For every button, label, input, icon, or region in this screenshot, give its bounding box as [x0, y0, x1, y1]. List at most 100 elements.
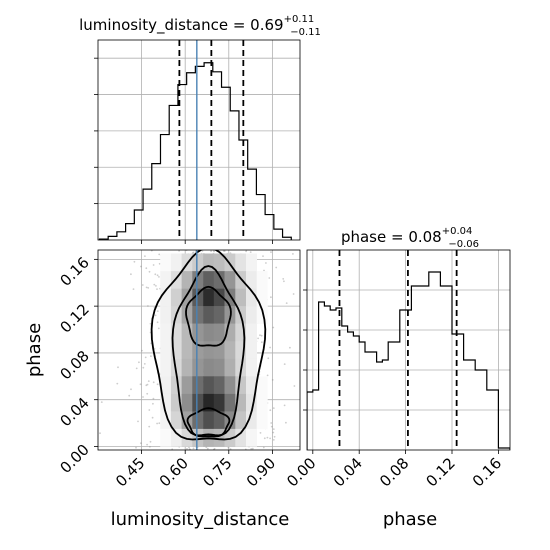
density-cell	[203, 358, 215, 377]
density-cell	[246, 306, 257, 324]
density-cell	[246, 253, 257, 272]
density-cell	[170, 393, 182, 412]
density-scatter-point	[188, 448, 191, 450]
density-cells	[160, 253, 268, 447]
density-xtick-label-3: 0.90	[243, 454, 279, 490]
density-scatter-point	[268, 277, 271, 279]
density-scatter-point	[153, 283, 156, 286]
density-cell	[213, 288, 225, 307]
density-cell	[181, 323, 193, 342]
density-cell	[235, 393, 247, 412]
density-cell	[256, 306, 268, 324]
density-scatter-point	[272, 428, 275, 430]
density-scatter-point	[147, 380, 150, 382]
density-scatter-point	[272, 431, 275, 434]
density-scatter-point	[135, 367, 138, 370]
density-scatter-point	[149, 445, 151, 448]
density-cell	[181, 271, 193, 289]
density-cell	[203, 306, 215, 324]
density-cell	[170, 376, 182, 395]
density-cell	[181, 358, 193, 377]
density-scatter-point	[133, 260, 136, 263]
density-contour-inner-bottom	[186, 407, 231, 438]
density-scatter-point	[206, 447, 209, 450]
density-scatter-point	[273, 435, 276, 438]
density-scatter-point	[146, 443, 149, 446]
density-scatter-point	[229, 448, 232, 450]
density-cell	[235, 253, 247, 272]
density-scatter-point	[293, 385, 296, 387]
title-sub: −0.11	[290, 27, 321, 38]
density-cell	[224, 288, 236, 307]
hist2-marks	[307, 250, 510, 450]
density-scatter-point	[250, 448, 253, 450]
density-scatter-point	[143, 363, 146, 365]
hist2-frame	[306, 249, 511, 451]
hist-phase-title: phase = 0.08+0.04 −0.06	[341, 226, 479, 250]
density-cell	[160, 428, 172, 447]
density-cell	[160, 271, 172, 289]
density-scatter-point	[158, 253, 161, 256]
density-scatter-point	[213, 447, 216, 450]
histogram-luminosity-distance	[94, 39, 301, 244]
hist-luminosity-distance-title: luminosity_distance = 0.69+0.11 −0.11	[79, 14, 321, 38]
density-scatter-point	[142, 366, 145, 369]
density-cell	[181, 376, 193, 395]
density-cell	[213, 376, 225, 395]
density-scatter-point	[285, 421, 287, 424]
hist1-marks	[98, 40, 292, 240]
density-ytick-label-3: 0.12	[56, 300, 92, 336]
density-cell	[203, 323, 215, 342]
density-cell	[246, 288, 257, 307]
density-scatter-point	[223, 250, 226, 252]
density-cell	[246, 358, 257, 377]
density-scatter-point	[262, 255, 264, 257]
density-ytick-label-4: 0.16	[56, 253, 92, 289]
density-cell	[203, 376, 215, 395]
hist2-xtick-label-4: 0.16	[469, 454, 505, 490]
density-scatter-point	[188, 446, 190, 449]
density-ytick-label-1: 0.04	[56, 394, 92, 430]
density-cell	[181, 306, 193, 324]
density-scatter-point	[132, 288, 135, 290]
density-cell	[235, 376, 247, 395]
density-scatter-point	[150, 355, 152, 357]
density-scatter-point	[303, 354, 305, 356]
hist2-xtick-label-0: 0.00	[283, 454, 319, 490]
density-scatter-point	[157, 327, 160, 330]
density-scatter-point	[266, 374, 269, 377]
title-sup: +0.11	[284, 14, 315, 25]
density-cell	[213, 411, 225, 430]
density-scatter-point	[158, 276, 160, 278]
density-cell	[246, 393, 257, 412]
density-scatter-point	[156, 321, 159, 324]
density-scatter-point	[149, 440, 152, 443]
density-scatter-point	[283, 363, 286, 365]
density-cell	[192, 411, 204, 430]
density-cell	[213, 358, 225, 377]
hist2-step-line	[307, 271, 510, 450]
density-xtick-label-2: 0.75	[199, 454, 235, 490]
density-scatter-point	[145, 384, 148, 387]
density-scatter-point	[267, 357, 270, 360]
density-scatter-point	[282, 278, 285, 280]
density-scatter-point	[99, 432, 101, 435]
density-scatter-point	[329, 436, 331, 438]
density-scatter-point	[272, 407, 275, 409]
density-cell	[192, 306, 204, 324]
density-scatter-point	[156, 422, 159, 425]
density-cell	[192, 288, 204, 307]
density-cell	[235, 288, 247, 307]
density-scatter-point	[271, 379, 274, 381]
density-scatter-point	[117, 366, 119, 369]
density-scatter-point	[152, 402, 154, 405]
density-cell	[235, 428, 247, 447]
density-scatter-point	[192, 251, 195, 254]
density-cell	[170, 411, 182, 430]
density-cell	[160, 306, 172, 324]
density-scatter-point	[257, 337, 259, 340]
density-cell	[170, 341, 182, 359]
density-scatter-point	[152, 397, 155, 400]
density-cell	[160, 253, 172, 272]
density-scatter-point	[210, 250, 213, 253]
